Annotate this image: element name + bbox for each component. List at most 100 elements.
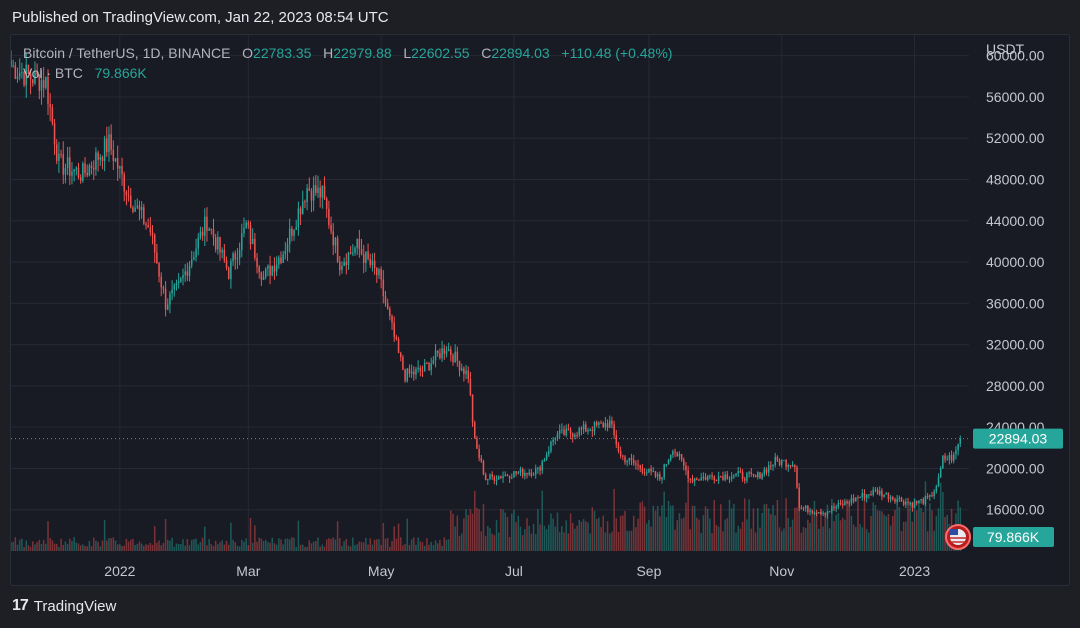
candle-body [578, 428, 581, 436]
volume-bar [221, 540, 223, 551]
candle-body [722, 476, 724, 481]
candle-body [907, 501, 909, 503]
volume-bar [789, 526, 792, 551]
volume-bar [722, 531, 724, 551]
volume-bar [373, 539, 376, 551]
candle-body [787, 465, 790, 468]
volume-bar [813, 500, 816, 551]
volume-bar [650, 526, 652, 551]
candle-body [460, 368, 463, 371]
volume-bar [611, 531, 613, 551]
candle-body [380, 269, 382, 280]
candle-body [630, 457, 633, 461]
volume-bar [783, 528, 785, 551]
candle-body [929, 494, 931, 497]
volume-bar [332, 537, 334, 551]
candle-body [513, 471, 515, 478]
candle-body [119, 166, 121, 169]
volume-bar [776, 499, 779, 551]
candle-body [763, 469, 766, 474]
candle-body [153, 234, 156, 253]
candle-body [894, 498, 896, 502]
candle-body [356, 238, 358, 248]
candle-body [410, 371, 413, 374]
candle-body [780, 460, 783, 466]
candle-body [82, 163, 84, 181]
candle-body [347, 252, 350, 266]
candle-body [720, 476, 722, 478]
volume-bar [487, 525, 489, 551]
volume-bar [236, 545, 239, 551]
candle-body [524, 472, 526, 476]
volume-bar [251, 542, 254, 551]
candle-body [149, 227, 152, 233]
volume-bar [321, 544, 324, 551]
candle-body [230, 261, 232, 280]
candle-body [358, 238, 361, 250]
volume-bar [844, 519, 846, 551]
volume-bar [349, 546, 352, 551]
volume-bar [171, 537, 173, 551]
candle-body [267, 265, 269, 269]
candle-body [582, 424, 585, 430]
candle-body [611, 420, 613, 425]
candle-body [696, 478, 698, 480]
candlestick-chart[interactable]: USDT 16000.0020000.0024000.0028000.00320… [11, 35, 1069, 585]
volume-bar [663, 491, 665, 551]
volume-bar [855, 526, 857, 551]
candle-body [831, 506, 833, 512]
candle-body [835, 506, 837, 509]
volume-bar [504, 512, 507, 551]
volume-bar [639, 502, 641, 551]
candle-body [88, 165, 91, 176]
candle-body [918, 500, 920, 504]
volume-bar [883, 514, 885, 551]
volume-bar [820, 508, 822, 551]
candle-body [32, 79, 34, 84]
candle-body [743, 478, 746, 481]
candle-body [132, 207, 134, 212]
candle-body [537, 467, 539, 469]
candle-body [933, 491, 935, 497]
volume-bar [622, 515, 624, 551]
last-price-tag: 22894.03 [973, 428, 1063, 449]
candle-body [600, 422, 602, 424]
volume-bar [206, 545, 208, 551]
volume-bar [51, 540, 54, 551]
candle-body [848, 502, 851, 504]
volume-bar [711, 532, 713, 551]
volume-bar [624, 510, 626, 551]
candle-body [175, 283, 178, 285]
candle-body [365, 251, 367, 264]
candle-body [946, 459, 948, 461]
candle-body [659, 474, 661, 480]
volume-bar [534, 534, 537, 551]
volume-bar [576, 525, 578, 551]
volume-value: 79.866K [94, 65, 147, 81]
volume-bar [654, 510, 657, 551]
candle-body [458, 360, 461, 371]
candle-body [532, 474, 535, 476]
volume-bar [870, 515, 872, 551]
volume-bar [565, 520, 567, 551]
volume-bar [125, 538, 128, 551]
candle-body [565, 428, 567, 436]
volume-bar [110, 538, 112, 551]
candle-body [69, 157, 71, 176]
volume-bar [696, 517, 698, 551]
candle-body [55, 144, 58, 161]
candle-body [541, 461, 544, 471]
volume-bar [785, 498, 787, 551]
volume-bar [626, 530, 628, 551]
chart-panel[interactable]: USDT 16000.00 20000.00 24000.00 28000.00 320… [10, 34, 1070, 586]
candle-body [92, 167, 95, 170]
candle-body [341, 265, 343, 271]
candle-body [62, 154, 65, 175]
candle-body [40, 80, 43, 91]
volume-bar [328, 538, 330, 551]
candles [11, 50, 962, 519]
candle-body [430, 363, 432, 371]
volume-bar [717, 526, 720, 551]
volume-bar [715, 524, 718, 551]
volume-bar [299, 544, 302, 551]
